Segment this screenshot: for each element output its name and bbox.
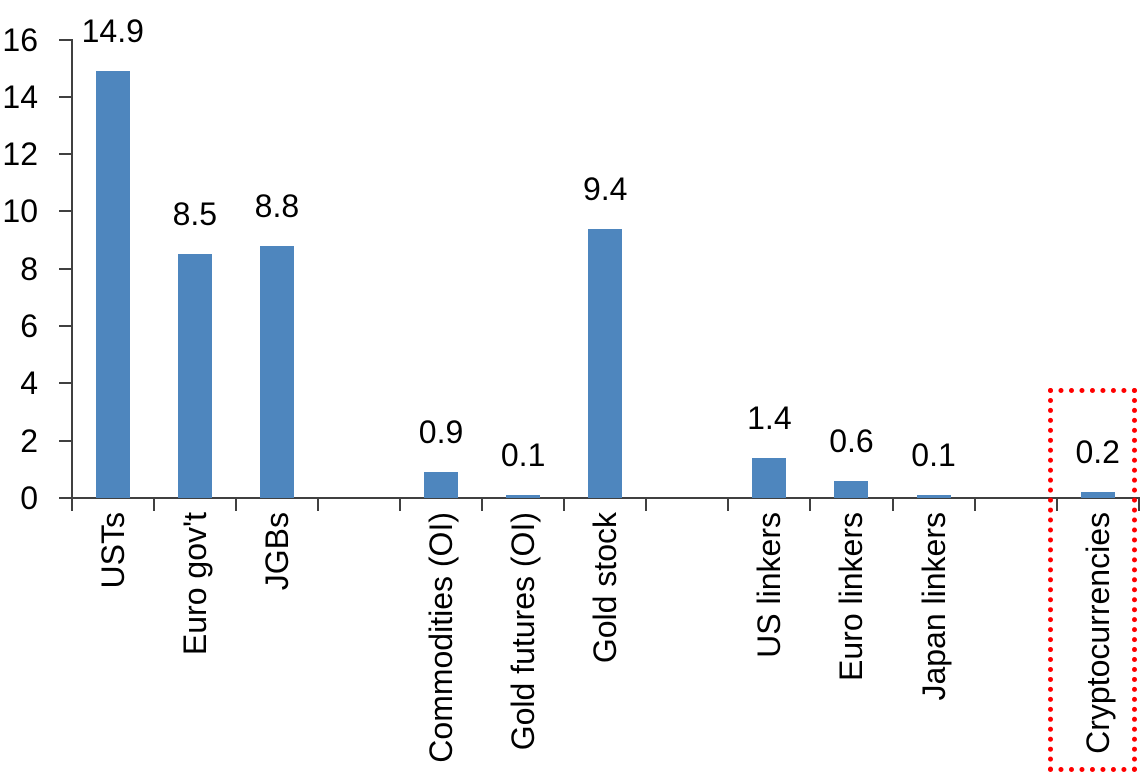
bar-gold-stock <box>588 228 623 498</box>
x-tick-mark <box>481 498 484 511</box>
value-label: 0.2 <box>1075 434 1120 471</box>
bar-commodities-oi <box>424 472 459 498</box>
x-tick-mark <box>1055 498 1058 511</box>
category-label: Gold futures (OI) <box>505 512 542 751</box>
x-tick-mark <box>152 498 155 511</box>
bar-usts <box>95 71 130 498</box>
value-label: 14.9 <box>81 13 144 50</box>
x-tick-mark <box>563 498 566 511</box>
bar-japan-linkers <box>916 495 951 498</box>
value-label: 8.8 <box>254 187 300 224</box>
bar-gold-futures-oi <box>506 495 541 498</box>
y-tick-label: 6 <box>20 308 38 345</box>
y-tick-mark <box>59 38 72 41</box>
category-label: USTs <box>94 512 131 589</box>
y-tick-mark <box>59 153 72 156</box>
highlight-box <box>1048 388 1137 772</box>
y-tick-mark <box>59 325 72 328</box>
y-tick-label: 14 <box>2 78 38 115</box>
category-label: Commodities (OI) <box>423 512 460 763</box>
y-tick-label: 2 <box>20 422 38 459</box>
value-label: 0.6 <box>829 422 874 459</box>
value-label: 0.9 <box>418 414 464 451</box>
x-tick-mark <box>1137 498 1140 511</box>
category-label: Gold stock <box>587 512 624 664</box>
category-label: Japan linkers <box>915 512 952 701</box>
y-tick-mark <box>59 267 72 270</box>
x-tick-mark <box>973 498 976 511</box>
x-tick-mark <box>645 498 648 511</box>
x-tick-mark <box>234 498 237 511</box>
y-tick-mark <box>59 95 72 98</box>
bar-us-linkers <box>752 457 787 498</box>
bar-cryptocurrencies <box>1080 492 1115 498</box>
value-label: 0.1 <box>911 437 956 474</box>
y-tick-label: 0 <box>20 480 38 516</box>
bar-euro-gov-t <box>177 254 212 498</box>
y-tick-label: 10 <box>2 193 38 230</box>
value-label: 0.1 <box>500 437 546 474</box>
x-tick-mark <box>809 498 812 511</box>
value-label: 8.5 <box>172 196 218 233</box>
x-tick-mark <box>727 498 730 511</box>
x-tick-mark <box>316 498 319 511</box>
y-tick-mark <box>59 210 72 213</box>
category-label: JGBs <box>258 512 295 591</box>
x-tick-mark <box>891 498 894 511</box>
y-tick-mark <box>59 497 72 499</box>
bar-jgbs <box>259 245 294 498</box>
y-tick-label: 4 <box>20 365 38 402</box>
y-tick-mark <box>59 382 72 385</box>
y-tick-mark <box>59 439 72 442</box>
y-tick-label: 8 <box>20 250 38 287</box>
category-label: Euro gov't <box>176 512 213 656</box>
y-axis-line <box>71 39 73 511</box>
x-axis-line <box>71 497 1140 499</box>
y-tick-label: 12 <box>2 136 38 173</box>
category-label: Euro linkers <box>833 512 870 681</box>
value-label: 9.4 <box>582 170 628 207</box>
value-label: 1.4 <box>747 399 792 436</box>
bar-euro-linkers <box>834 480 869 498</box>
y-tick-label: 16 <box>2 21 38 58</box>
x-tick-mark <box>399 498 402 511</box>
x-tick-mark <box>70 498 73 511</box>
category-label: US linkers <box>751 512 788 658</box>
